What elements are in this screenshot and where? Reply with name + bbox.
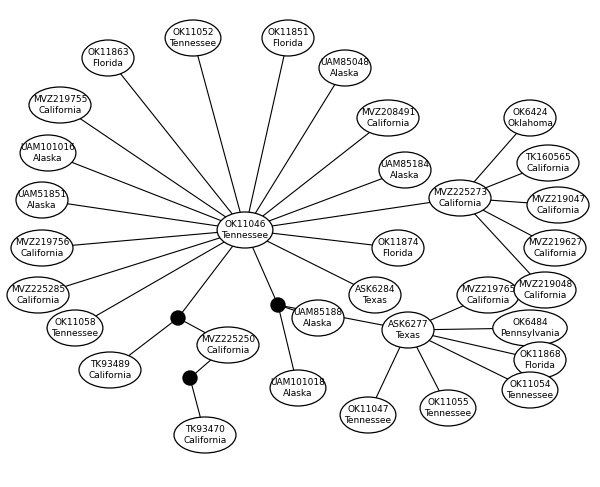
Text: OK11055
Tennessee: OK11055 Tennessee	[424, 398, 472, 418]
Ellipse shape	[292, 300, 344, 336]
Ellipse shape	[7, 277, 69, 313]
Ellipse shape	[379, 152, 431, 188]
Ellipse shape	[270, 370, 326, 406]
Text: OK6424
Oklahoma: OK6424 Oklahoma	[507, 108, 553, 128]
Ellipse shape	[457, 277, 519, 313]
Text: MVZ219755
California: MVZ219755 California	[33, 95, 87, 115]
Text: MVZ219627
California: MVZ219627 California	[528, 238, 582, 258]
Text: MVZ219048
California: MVZ219048 California	[518, 280, 572, 300]
Text: TK160565
California: TK160565 California	[525, 153, 571, 173]
Text: UAM51851
Alaska: UAM51851 Alaska	[17, 190, 67, 210]
Ellipse shape	[29, 87, 91, 123]
Ellipse shape	[20, 135, 76, 171]
Ellipse shape	[493, 310, 567, 346]
Circle shape	[171, 311, 185, 325]
Text: OK11868
Florida: OK11868 Florida	[519, 350, 561, 370]
Text: UAM85184
Alaska: UAM85184 Alaska	[380, 160, 430, 180]
Text: UAM101018
Alaska: UAM101018 Alaska	[271, 378, 325, 398]
Text: OK11851
Florida: OK11851 Florida	[267, 28, 309, 48]
Text: OK11058
Tennessee: OK11058 Tennessee	[52, 318, 98, 338]
Text: MVZ219765
California: MVZ219765 California	[461, 285, 515, 305]
Text: UAM85048
Alaska: UAM85048 Alaska	[320, 58, 370, 78]
Text: OK11046
Tennessee: OK11046 Tennessee	[221, 220, 269, 240]
Ellipse shape	[217, 212, 273, 248]
Ellipse shape	[79, 352, 141, 388]
Ellipse shape	[524, 230, 586, 266]
Text: ASK6284
Texas: ASK6284 Texas	[355, 285, 395, 305]
Text: OK11047
Tennessee: OK11047 Tennessee	[344, 405, 392, 425]
Text: TK93470
California: TK93470 California	[184, 425, 227, 445]
Text: OK11054
Tennessee: OK11054 Tennessee	[506, 380, 554, 400]
Ellipse shape	[47, 310, 103, 346]
Ellipse shape	[517, 145, 579, 181]
Text: UAM85188
Alaska: UAM85188 Alaska	[293, 308, 343, 328]
Text: MVZ219047
California: MVZ219047 California	[531, 195, 585, 215]
Text: OK11874
Florida: OK11874 Florida	[377, 238, 419, 258]
Ellipse shape	[11, 230, 73, 266]
Ellipse shape	[420, 390, 476, 426]
Ellipse shape	[349, 277, 401, 313]
Text: OK11863
Florida: OK11863 Florida	[87, 48, 129, 68]
Text: MVZ225285
California: MVZ225285 California	[11, 285, 65, 305]
Ellipse shape	[165, 20, 221, 56]
Ellipse shape	[262, 20, 314, 56]
Circle shape	[183, 371, 197, 385]
Ellipse shape	[514, 342, 566, 378]
Text: OK11052
Tennessee: OK11052 Tennessee	[169, 28, 217, 48]
Ellipse shape	[82, 40, 134, 76]
Text: ASK6277
Texas: ASK6277 Texas	[388, 320, 428, 340]
Ellipse shape	[527, 187, 589, 223]
Text: TK93489
California: TK93489 California	[88, 360, 131, 380]
Ellipse shape	[197, 327, 259, 363]
Ellipse shape	[382, 312, 434, 348]
Ellipse shape	[174, 417, 236, 453]
Ellipse shape	[514, 272, 576, 308]
Ellipse shape	[502, 372, 558, 408]
Ellipse shape	[319, 50, 371, 86]
Ellipse shape	[340, 397, 396, 433]
Ellipse shape	[372, 230, 424, 266]
Text: OK6484
Pennsylvania: OK6484 Pennsylvania	[500, 318, 560, 338]
Ellipse shape	[429, 180, 491, 216]
Text: MVZ208491
California: MVZ208491 California	[361, 108, 415, 128]
Text: UAM101016
Alaska: UAM101016 Alaska	[20, 143, 76, 163]
Text: MVZ219756
California: MVZ219756 California	[15, 238, 69, 258]
Ellipse shape	[357, 100, 419, 136]
Ellipse shape	[504, 100, 556, 136]
Ellipse shape	[16, 182, 68, 218]
Circle shape	[271, 298, 285, 312]
Text: MVZ225273
California: MVZ225273 California	[433, 188, 487, 208]
Text: MVZ225250
California: MVZ225250 California	[201, 335, 255, 355]
